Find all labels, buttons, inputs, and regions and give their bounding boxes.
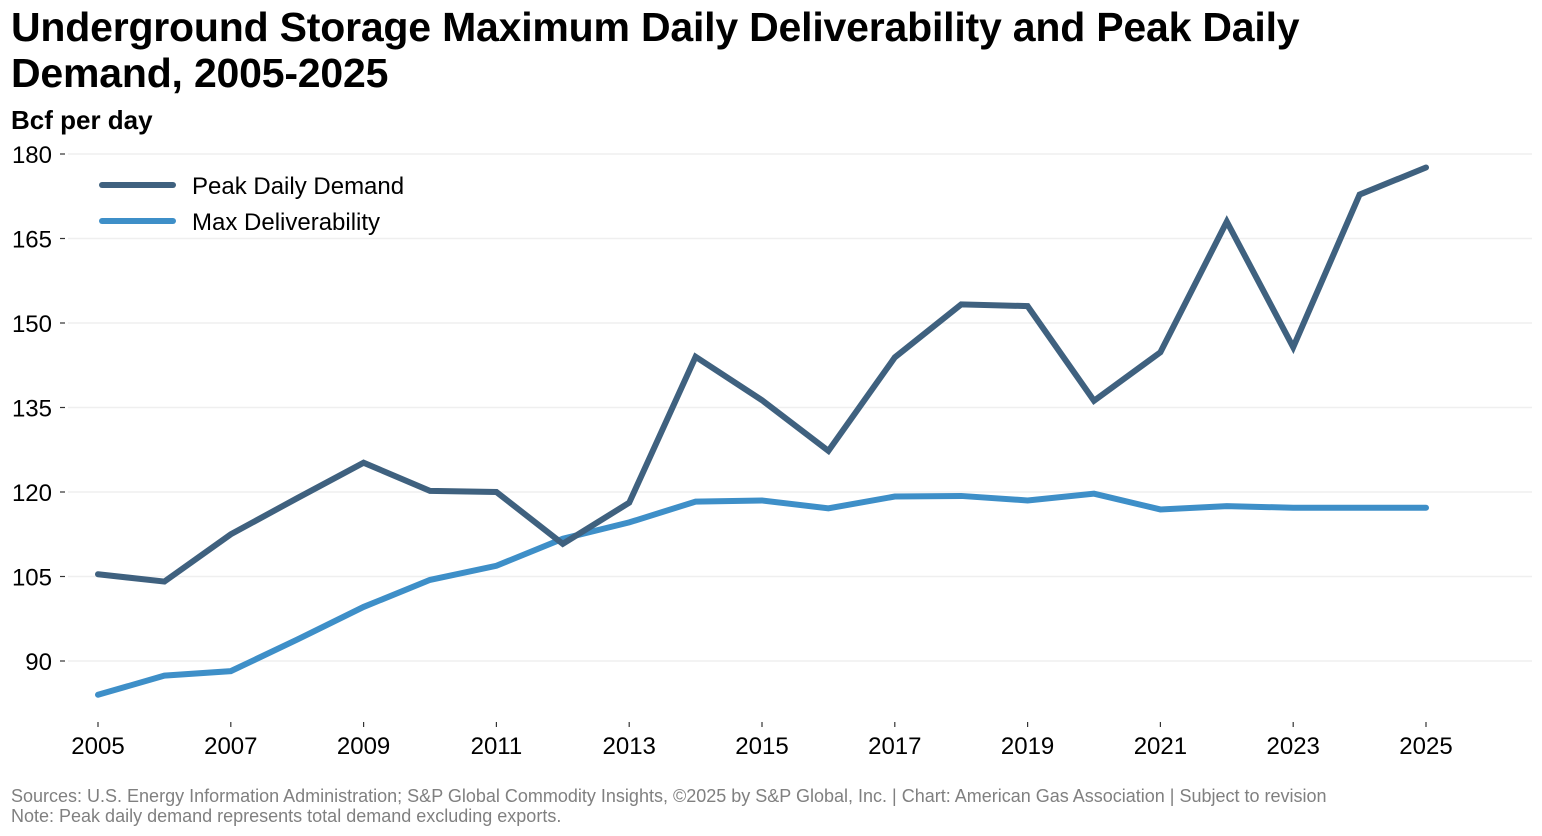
series-lines [95,164,1429,698]
y-axis-unit-label: Bcf per day [11,105,153,135]
x-tick-label: 2007 [204,733,257,760]
y-tick-label: 135 [12,396,52,423]
x-tick-label: 2023 [1267,733,1320,760]
note-text: Note: Peak daily demand represents total… [11,806,562,826]
legend: Peak Daily Demand Max Deliverability [99,173,404,236]
y-tick-label: 120 [12,480,52,507]
x-tick-label: 2021 [1134,733,1187,760]
chart-title: Underground Storage Maximum Daily Delive… [11,4,1300,96]
x-tick-label: 2017 [868,733,921,760]
series-line-max-deliverability [95,490,1429,698]
x-tick-label: 2019 [1001,733,1054,760]
series-line-peak-daily-demand [95,164,1429,585]
x-tick-label: 2025 [1399,733,1452,760]
x-tick-label: 2009 [337,733,390,760]
y-tick-label: 105 [12,565,52,592]
chart-footer: Sources: U.S. Energy Information Adminis… [11,786,1327,826]
legend-label: Max Deliverability [192,209,380,236]
x-axis: 2005 2007 2009 2011 2013 2015 2017 2019 2021 2023… [71,722,1453,760]
x-tick-label: 2005 [71,733,124,760]
x-tick-label: 2011 [471,733,523,760]
y-tick-label: 150 [12,311,52,338]
y-tick-label: 90 [25,649,52,676]
legend-label: Peak Daily Demand [192,173,404,200]
sources-text: Sources: U.S. Energy Information Adminis… [11,786,1327,806]
x-tick-label: 2015 [735,733,788,760]
y-axis: 90 105 120 135 150 165 180 [12,142,65,676]
x-tick-label: 2013 [603,733,656,760]
y-tick-label: 165 [12,227,52,254]
y-tick-label: 180 [12,142,52,169]
